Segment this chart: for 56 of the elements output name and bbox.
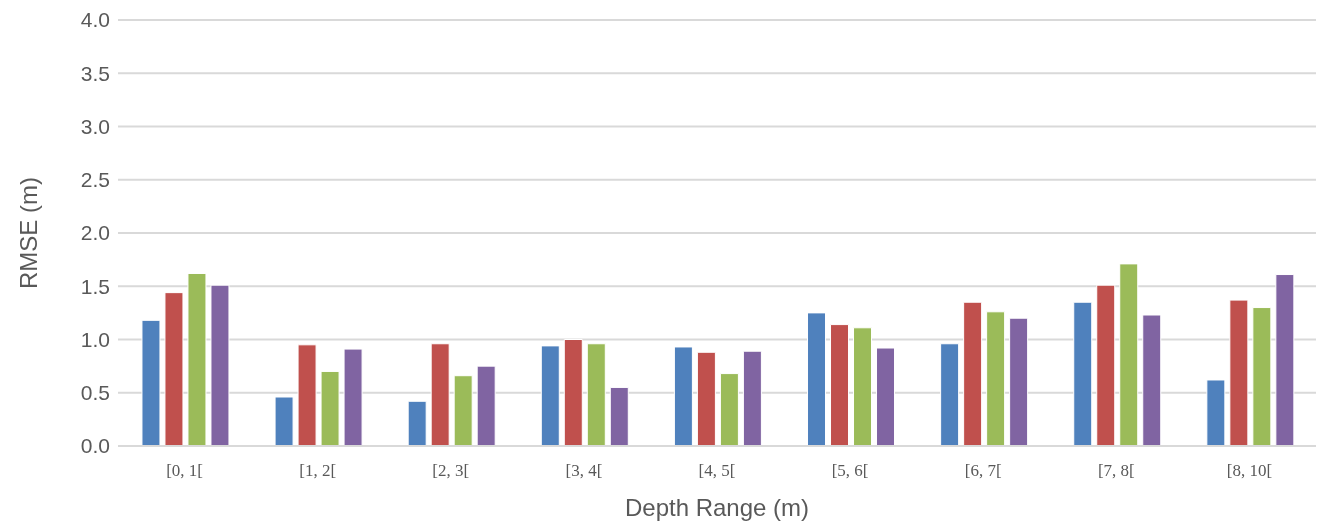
bar (586, 343, 606, 446)
bar (274, 396, 294, 446)
bar (807, 312, 827, 446)
x-axis-title: Depth Range (m) (624, 494, 810, 521)
bar (1229, 299, 1249, 446)
bar (453, 375, 473, 446)
y-tick-label: 1.0 (80, 327, 110, 351)
bar (164, 292, 184, 446)
y-tick-label: 0.0 (80, 434, 110, 458)
bar (540, 345, 560, 446)
bar (1275, 274, 1295, 446)
bar (876, 347, 896, 446)
bar (742, 350, 762, 446)
bar (141, 319, 161, 446)
y-tick-label: 2.5 (80, 168, 110, 192)
bar (853, 327, 873, 446)
y-axis-title: RMSE (m) (14, 177, 42, 289)
bar (1206, 379, 1226, 446)
y-tick-label: 0.5 (80, 381, 110, 405)
bar (1252, 307, 1272, 446)
bar (343, 348, 363, 446)
bar (210, 284, 230, 446)
y-tick-label: 1.5 (80, 274, 110, 298)
bar (563, 339, 583, 446)
bar (430, 343, 450, 446)
bar (609, 386, 629, 446)
bar (696, 351, 716, 446)
y-tick-label: 4.0 (80, 8, 110, 32)
bar (297, 344, 317, 446)
bar (963, 301, 983, 446)
bar (940, 343, 960, 446)
bar (830, 324, 850, 446)
bar (1073, 301, 1093, 446)
x-tick-label: [3, 4[ (565, 461, 603, 481)
bar (407, 400, 427, 446)
x-tick-label: [8, 10[ (1226, 461, 1273, 481)
x-tick-label: [1, 2[ (299, 461, 337, 481)
bar (1142, 314, 1162, 446)
bar (320, 370, 340, 446)
bar (1119, 263, 1139, 446)
x-tick-label: [6, 7[ (964, 461, 1002, 481)
bar (1096, 284, 1116, 446)
x-tick-label: [0, 1[ (166, 461, 204, 481)
bar (986, 311, 1006, 446)
x-tick-label: [7, 8[ (1097, 461, 1136, 481)
bar (187, 272, 207, 446)
bar (1009, 317, 1029, 446)
x-tick-label: [5, 6[ (831, 461, 869, 481)
y-tick-label: 3.0 (80, 114, 110, 138)
bar (719, 373, 739, 446)
x-tick-label: [4, 5[ (698, 461, 736, 481)
bar (673, 346, 693, 446)
x-tick-label: [2, 3[ (432, 461, 470, 481)
y-tick-label: 2.0 (80, 221, 110, 245)
y-tick-label: 3.5 (80, 61, 110, 85)
bar (476, 365, 496, 446)
